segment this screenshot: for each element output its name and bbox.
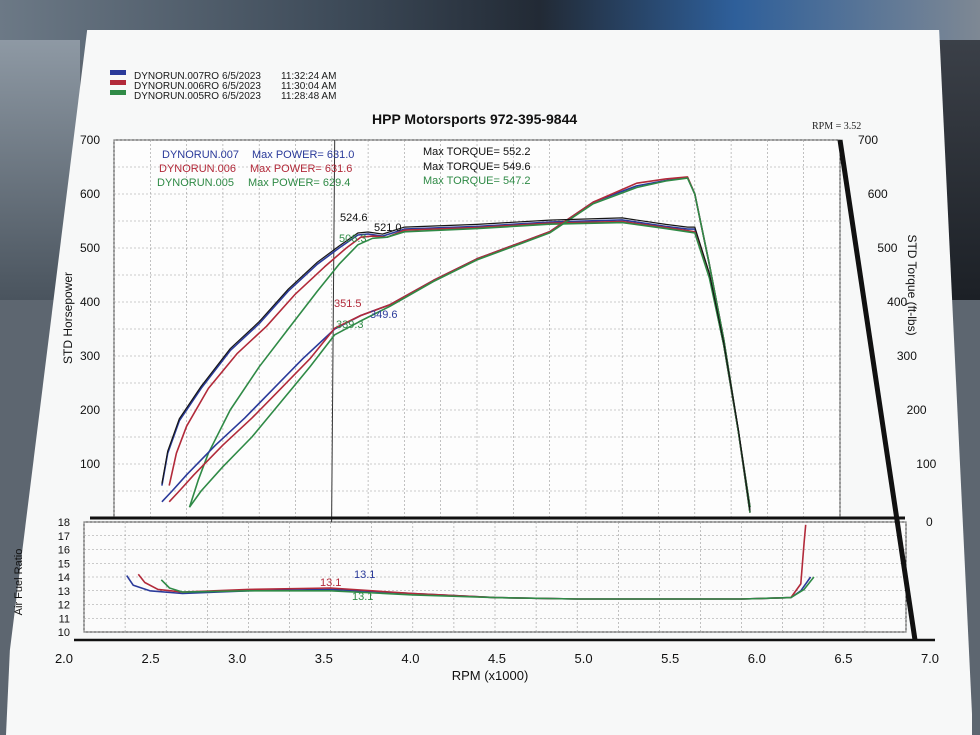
stat-torque-006: Max TORQUE= 549.6: [423, 161, 531, 173]
upper-series: [161, 139, 751, 633]
cursor-torque-005: 506.3: [339, 233, 367, 245]
hp-axis-label: STD Horsepower: [61, 272, 75, 364]
cursor-power-007: 349.6: [370, 309, 398, 321]
cursor-torque-007: 524.6: [340, 212, 368, 224]
stat-torque-007: Max TORQUE= 552.2: [423, 146, 531, 158]
torque-axis-ticks: 0 100 200 300 400 500 600 700: [858, 133, 937, 529]
afr-tick-label: 10: [58, 627, 70, 639]
legend-swatch-007: [110, 70, 126, 75]
lower-gridlines: [83, 521, 907, 633]
legend-run-006: DYNORUN.006RO: [134, 81, 219, 92]
hp-axis-ticks: 100 200 300 400 500 600 700: [80, 133, 100, 471]
cursor-afr-006: 13.1: [320, 577, 341, 589]
legend-run-005: DYNORUN.005RO: [134, 91, 219, 102]
right-axis-bar: [837, 139, 918, 641]
cursor-torque-006: 521.0: [374, 222, 402, 234]
torque-tick-label: 100: [916, 457, 936, 471]
torque-line-overlay: [161, 217, 751, 511]
hp-tick-label: 500: [80, 241, 100, 255]
torque-line-dynorun-005: [188, 221, 751, 513]
torque-tick-label: 200: [907, 403, 927, 417]
cursor-afr-007: 13.1: [354, 569, 375, 581]
rpm-tick-label: 5.5: [661, 651, 679, 666]
rpm-tick-label: 5.0: [575, 651, 593, 666]
rpm-tick-label: 2.5: [142, 651, 160, 666]
afr-tick-label: 12: [58, 600, 70, 612]
cursor-power-005: 339.3: [336, 319, 364, 331]
afr-tick-label: 17: [58, 531, 70, 543]
rpm-tick-label: 4.0: [401, 651, 419, 666]
rpm-cursor-readout: RPM = 3.52: [812, 121, 861, 132]
legend-date-006: 6/5/2023: [222, 81, 261, 92]
power-torque-panel: 100 200 300 400 500 600 700 0 100 200 300 400 500 60…: [61, 133, 937, 633]
legend-swatch-005: [110, 90, 126, 95]
rpm-tick-label: 4.5: [488, 651, 506, 666]
chart-title: HPP Motorsports 972-395-9844: [372, 111, 577, 127]
rpm-tick-label: 3.0: [228, 651, 246, 666]
legend-swatch-006: [110, 80, 126, 85]
rpm-tick-label: 6.5: [834, 651, 852, 666]
torque-tick-label: 600: [868, 187, 888, 201]
hp-tick-label: 400: [80, 295, 100, 309]
stat-run-006: DYNORUN.006: [159, 163, 236, 175]
legend-run-007: DYNORUN.007RO: [134, 71, 219, 82]
hp-tick-label: 600: [80, 187, 100, 201]
stat-power-005: Max POWER= 629.4: [248, 177, 350, 189]
afr-tick-label: 16: [58, 545, 70, 557]
rpm-axis-label: RPM (x1000): [452, 668, 529, 683]
afr-tick-label: 15: [58, 558, 70, 570]
torque-tick-label: 300: [897, 349, 917, 363]
legend-time-005: 11:28:48 AM: [281, 91, 336, 102]
hp-tick-label: 200: [80, 403, 100, 417]
run-stats: DYNORUN.007 Max POWER= 631.0 Max TORQUE=…: [157, 146, 531, 189]
stat-run-005: DYNORUN.005: [157, 177, 234, 189]
torque-axis-label: STD Torque (ft-lbs): [905, 234, 919, 335]
stat-power-006: Max POWER= 631.6: [250, 163, 352, 175]
torque-tick-label: 700: [858, 133, 878, 147]
power-line-dynorun-005: [188, 177, 751, 508]
hp-tick-label: 300: [80, 349, 100, 363]
rpm-tick-label: 3.5: [315, 651, 333, 666]
cursor-afr-005: 13.1: [352, 591, 373, 603]
stat-run-007: DYNORUN.007: [162, 149, 239, 161]
upper-gridlines: [113, 139, 841, 519]
run-legend: DYNORUN.007RO 6/5/2023 11:32:24 AM DYNOR…: [110, 70, 336, 102]
hp-tick-label: 100: [80, 457, 100, 471]
torque-tick-label: 500: [877, 241, 897, 255]
afr-tick-label: 14: [58, 572, 70, 584]
afr-tick-label: 11: [59, 613, 70, 625]
rpm-tick-label: 6.0: [748, 651, 766, 666]
rpm-tick-label: 2.0: [55, 651, 73, 666]
torque-tick-label: 400: [887, 295, 907, 309]
cursor-value-labels: 524.6 521.0 506.3 351.5 349.6 339.3: [334, 212, 402, 331]
afr-tick-label: 13: [58, 586, 70, 598]
lower-series: [126, 524, 815, 600]
hp-tick-label: 700: [80, 133, 100, 147]
afr-tick-label: 18: [58, 517, 70, 529]
cursor-power-006: 351.5: [334, 298, 362, 310]
afr-line-dynorun-005: [160, 576, 815, 600]
legend-time-006: 11:30:04 AM: [281, 81, 336, 92]
legend-date-005: 6/5/2023: [222, 91, 261, 102]
rpm-axis-ticks: 2.0 2.5 3.0 3.5 4.0 4.5 5.0 5.5 6.0 6.5 7.0: [55, 638, 939, 666]
afr-axis-label: Air Fuel Ratio: [13, 549, 25, 616]
rpm-tick-label: 7.0: [921, 651, 939, 666]
legend-time-007: 11:32:24 AM: [281, 71, 336, 82]
stat-torque-005: Max TORQUE= 547.2: [423, 175, 531, 187]
torque-tick-label: 0: [926, 515, 933, 529]
stat-power-007: Max POWER= 631.0: [252, 149, 354, 161]
legend-date-007: 6/5/2023: [222, 71, 261, 82]
